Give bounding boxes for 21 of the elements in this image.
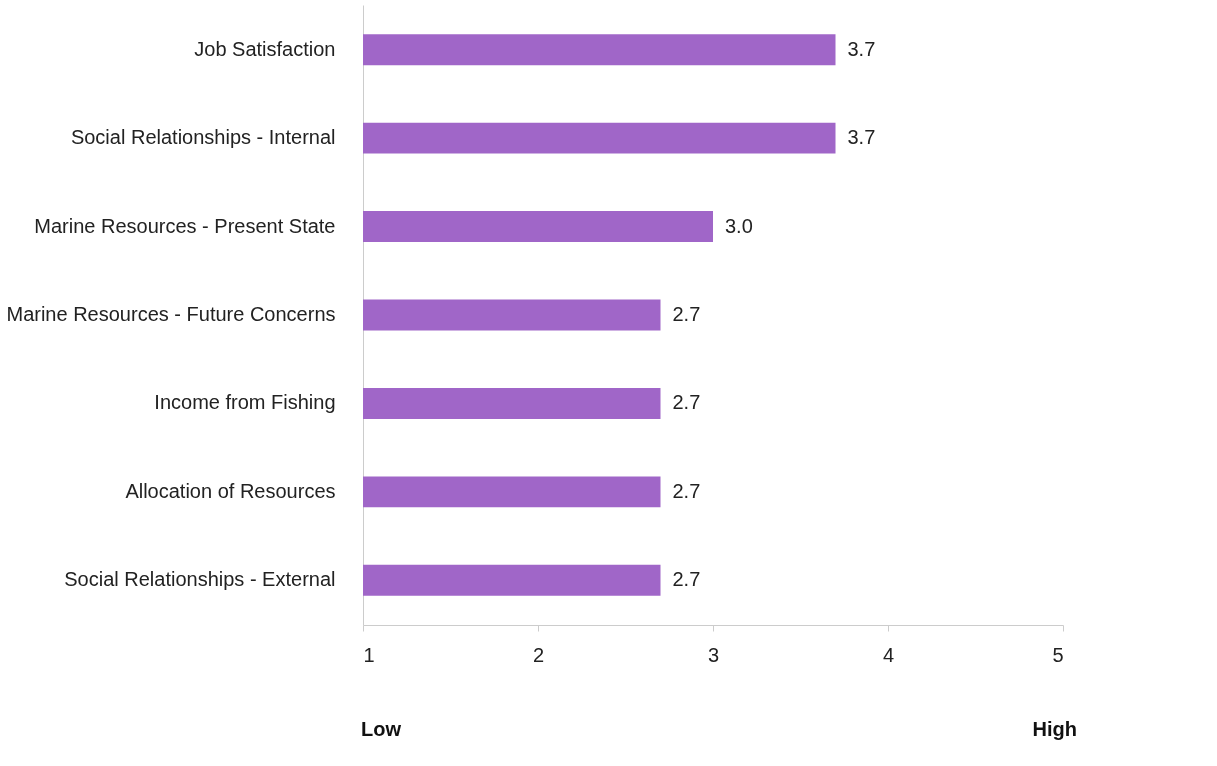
y-tick-label: Job Satisfaction: [194, 37, 336, 60]
text: High: [1032, 718, 1077, 740]
x-tick-label: 5: [1052, 643, 1064, 666]
x-tick-label: 4: [882, 643, 895, 666]
y-tick-label: Social Relationships - External: [64, 568, 336, 591]
data-label: 2.7: [672, 391, 701, 414]
text: Low: [361, 718, 402, 740]
x-tick-label: 1: [363, 643, 375, 666]
y-tick-label: Income from Fishing: [154, 391, 336, 414]
data-label: 2.7: [672, 568, 701, 591]
data-label: 2.7: [672, 303, 701, 325]
x-tick-label: 2: [532, 643, 545, 666]
data-label: 2.7: [672, 479, 701, 502]
data-label: 3.7: [847, 37, 876, 60]
y-tick-label: Allocation of Resources: [125, 479, 336, 502]
y-tick-label: Marine Resources - Present State: [34, 214, 336, 237]
x-tick-label: 3: [707, 643, 720, 666]
y-tick-label: Social Relationships - Internal: [70, 126, 336, 149]
data-label: 3.7: [847, 126, 876, 149]
data-label: 3.0: [725, 214, 753, 237]
y-tick-label: Marine Resources - Future Concerns: [6, 303, 336, 325]
